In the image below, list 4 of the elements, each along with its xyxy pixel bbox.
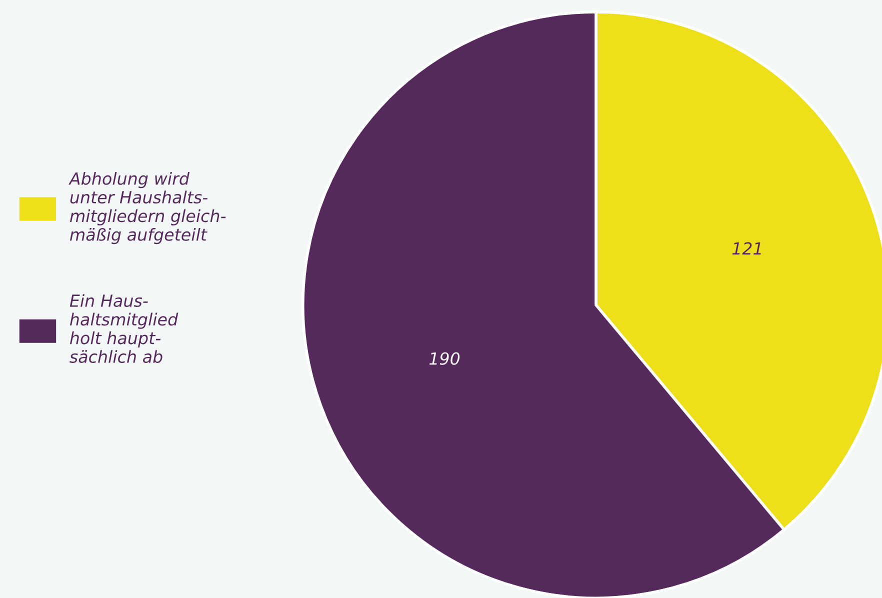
legend-label: Abholung wird unter Haushalts- mitgliedern gleich- mäßig aufgeteilt: [68, 172, 226, 244]
data-label: 121: [732, 242, 761, 255]
legend-label: Ein Haus- haltsmitglied holt haupt- sächlich ab: [70, 294, 178, 363]
data-label: 190: [429, 352, 460, 365]
